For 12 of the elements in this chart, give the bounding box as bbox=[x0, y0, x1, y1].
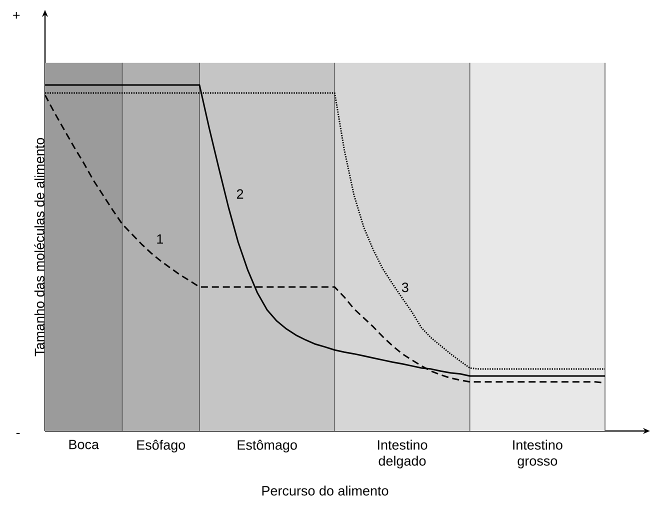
x-tick-label: Boca bbox=[69, 440, 100, 450]
text: - bbox=[16, 432, 20, 434]
x-tick-label: Intestino delgado bbox=[378, 440, 428, 468]
x-tick-label: Estômago bbox=[238, 440, 297, 452]
x-axis-title: Percurso do alimento bbox=[262, 486, 388, 496]
text: + bbox=[13, 12, 20, 19]
series-label: 1 bbox=[157, 234, 163, 244]
series-label: 2 bbox=[236, 189, 244, 199]
series-label: 3 bbox=[402, 282, 408, 292]
y-axis-title: Tamanho das moléculas de alimento bbox=[34, 138, 44, 356]
x-tick-label: Intestino grosso bbox=[513, 440, 562, 468]
x-tick-label: Esôfago bbox=[137, 440, 186, 452]
